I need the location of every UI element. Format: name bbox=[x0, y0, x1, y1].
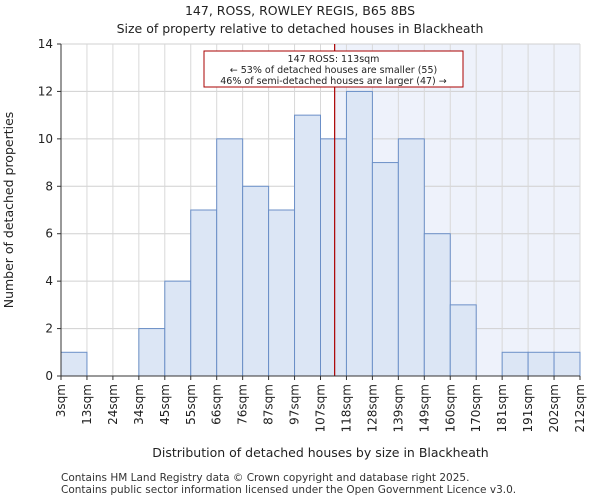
y-tick-label-8: 8 bbox=[45, 179, 53, 193]
x-axis-label: Distribution of detached houses by size … bbox=[152, 445, 488, 460]
y-tick-label-4: 4 bbox=[45, 274, 53, 288]
x-tick-label-170sqm: 170sqm bbox=[469, 384, 483, 432]
bar-118sqm bbox=[345, 90, 373, 377]
bar-34sqm bbox=[138, 328, 166, 377]
y-tick-label-6: 6 bbox=[45, 227, 53, 241]
x-tick-label-191sqm: 191sqm bbox=[521, 384, 535, 432]
annotation-line-1: 147 ROSS: 113sqm bbox=[288, 54, 380, 65]
x-tick-label-66sqm: 66sqm bbox=[210, 384, 224, 425]
bar-139sqm bbox=[397, 138, 425, 377]
x-tick-label-76sqm: 76sqm bbox=[236, 384, 250, 425]
bar-55sqm bbox=[190, 209, 218, 377]
x-tick-label-3sqm: 3sqm bbox=[54, 384, 68, 417]
bar-76sqm bbox=[242, 185, 270, 377]
x-tick-label-181sqm: 181sqm bbox=[495, 384, 509, 432]
x-tick-label-24sqm: 24sqm bbox=[106, 384, 120, 425]
x-tick-label-160sqm: 160sqm bbox=[443, 384, 457, 432]
x-tick-label-107sqm: 107sqm bbox=[314, 384, 328, 432]
chart-title: 147, ROSS, ROWLEY REGIS, B65 8BS bbox=[184, 3, 416, 18]
footer-line-1: Contains HM Land Registry data © Crown c… bbox=[61, 472, 470, 484]
x-tick-label-202sqm: 202sqm bbox=[547, 384, 561, 432]
x-tick-label-55sqm: 55sqm bbox=[184, 384, 198, 425]
bar-181sqm bbox=[501, 351, 529, 377]
bar-3sqm bbox=[60, 351, 88, 377]
y-tick-label-2: 2 bbox=[45, 322, 53, 336]
x-tick-label-139sqm: 139sqm bbox=[391, 384, 405, 432]
x-tick-label-97sqm: 97sqm bbox=[288, 384, 302, 425]
chart-subtitle: Size of property relative to detached ho… bbox=[116, 21, 484, 36]
y-tick-label-14: 14 bbox=[38, 37, 53, 51]
bar-149sqm bbox=[423, 233, 451, 377]
bar-128sqm bbox=[371, 162, 399, 377]
x-tick-label-45sqm: 45sqm bbox=[158, 384, 172, 425]
x-tick-label-34sqm: 34sqm bbox=[132, 384, 146, 425]
bar-160sqm bbox=[449, 304, 477, 377]
bar-107sqm bbox=[320, 138, 347, 377]
x-tick-label-212sqm: 212sqm bbox=[573, 384, 587, 432]
y-tick-label-10: 10 bbox=[38, 132, 53, 146]
x-tick-label-118sqm: 118sqm bbox=[339, 384, 353, 432]
bar-202sqm bbox=[553, 351, 581, 377]
bar-87sqm bbox=[268, 209, 296, 377]
annotation-line-2: ← 53% of detached houses are smaller (55… bbox=[230, 65, 437, 76]
bar-66sqm bbox=[216, 138, 244, 377]
x-tick-label-128sqm: 128sqm bbox=[365, 384, 379, 432]
y-tick-label-0: 0 bbox=[45, 369, 53, 383]
x-tick-label-13sqm: 13sqm bbox=[80, 384, 94, 425]
y-axis-label: Number of detached properties bbox=[1, 112, 16, 309]
bar-97sqm bbox=[294, 114, 321, 377]
annotation-box bbox=[203, 50, 464, 88]
footer-line-2: Contains public sector information licen… bbox=[61, 484, 517, 496]
bar-45sqm bbox=[164, 280, 192, 377]
bar-191sqm bbox=[527, 351, 555, 377]
x-tick-label-87sqm: 87sqm bbox=[262, 384, 276, 425]
histogram-chart: 0 2 4 6 8 10 12 14 3sqm 13sqm 24sqm 34sqm 45sqm 55sqm… bbox=[1, 37, 587, 460]
x-tick-label-149sqm: 149sqm bbox=[417, 384, 431, 432]
annotation-line-3: 46% of semi-detached houses are larger (… bbox=[220, 76, 447, 87]
y-tick-label-12: 12 bbox=[38, 84, 53, 98]
